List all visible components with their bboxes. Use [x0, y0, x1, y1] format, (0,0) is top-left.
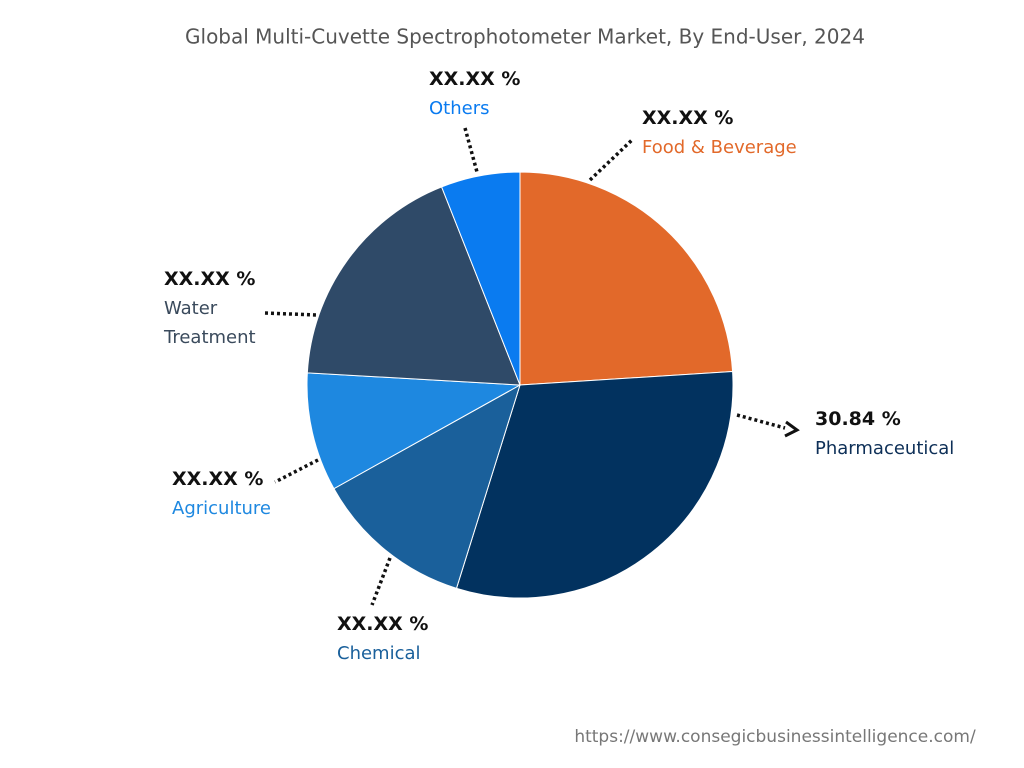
leaders	[264, 127, 786, 606]
category-label: Pharmaceutical	[815, 438, 955, 459]
value-label: XX.XX %	[337, 613, 429, 635]
leader	[463, 127, 479, 173]
category-label: Others	[429, 98, 490, 119]
value-label: XX.XX %	[429, 68, 521, 90]
leader	[274, 458, 319, 484]
chart-title: Global Multi-Cuvette Spectrophotometer M…	[185, 25, 865, 49]
pie-slice	[455, 370, 734, 599]
pie-slice	[440, 171, 521, 386]
leader	[370, 557, 392, 606]
value-label: XX.XX %	[642, 107, 734, 129]
pie-slice	[306, 186, 521, 386]
source: https://www.consegicbusinessintelligence…	[574, 727, 976, 747]
category-label: Water Treatment	[164, 298, 256, 348]
slice-label: 30.84 % Pharmaceutical	[815, 408, 1015, 463]
slice-label: XX.XX % Food & Beverage	[642, 107, 862, 162]
slice-label: XX.XX % Others	[429, 68, 629, 123]
leader	[736, 413, 786, 430]
leader	[588, 138, 634, 182]
slice-label: XX.XX % Chemical	[337, 613, 537, 668]
value-label: XX.XX %	[164, 268, 256, 290]
slice-label: XX.XX % Water Treatment	[164, 268, 274, 352]
pie-slice	[306, 372, 522, 490]
value-label: 30.84 %	[815, 408, 901, 430]
arrow-head	[784, 420, 800, 438]
category-label: Agriculture	[172, 498, 271, 519]
category-label: Chemical	[337, 643, 421, 664]
pie-slice	[333, 383, 521, 589]
slice-label: XX.XX % Agriculture	[172, 468, 372, 523]
value-label: XX.XX %	[172, 468, 264, 490]
pie-slice	[519, 171, 734, 386]
leader	[264, 311, 317, 317]
category-label: Food & Beverage	[642, 137, 797, 158]
